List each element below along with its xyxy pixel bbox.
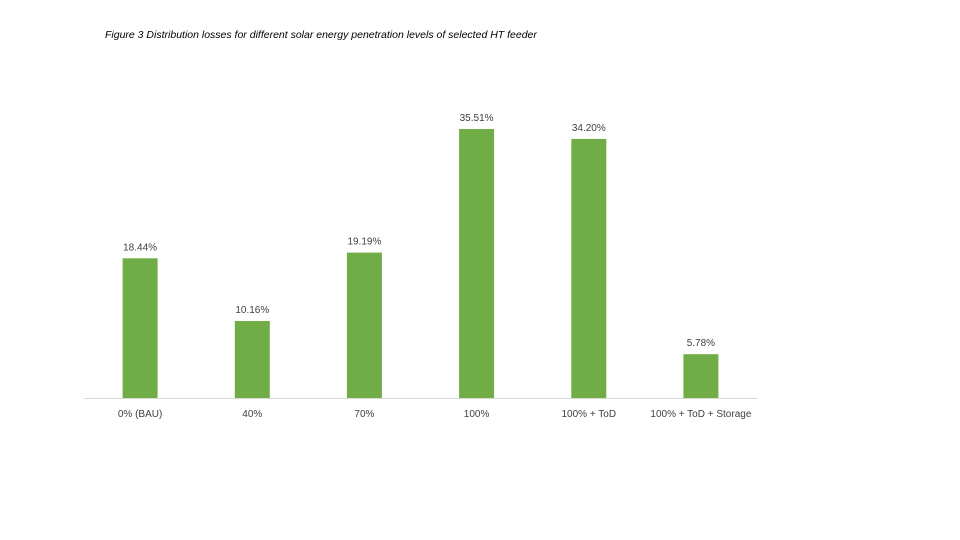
tick-labels-group: 0% (BAU) 40% 70% 100% 100% + ToD 100% + ToD +… xyxy=(118,409,752,420)
x-tick-label-2: 40% xyxy=(242,409,262,420)
data-label-3: 19.19% xyxy=(347,237,381,248)
bar-1 xyxy=(122,258,158,398)
data-label-1: 18.44% xyxy=(123,242,157,253)
figure-caption: Figure 3 Distribution losses for differe… xyxy=(105,29,537,41)
x-tick-label-3: 70% xyxy=(354,409,374,420)
data-label-5: 34.20% xyxy=(572,123,606,134)
x-tick-label-4: 100% xyxy=(464,409,490,420)
data-label-6: 5.78% xyxy=(687,338,715,349)
bar-3 xyxy=(346,252,382,398)
bar-2 xyxy=(234,321,270,398)
x-tick-label-5: 100% + ToD xyxy=(562,409,617,420)
data-labels-group: 18.44% 10.16% 19.19% 35.51% 34.20% 5.78% xyxy=(123,113,715,349)
x-tick-label-6: 100% + ToD + Storage xyxy=(650,409,751,420)
bar-5 xyxy=(571,138,607,398)
x-tick-label-1: 0% (BAU) xyxy=(118,409,162,420)
data-label-4: 35.51% xyxy=(460,113,494,124)
bars-group xyxy=(122,129,719,398)
data-label-2: 10.16% xyxy=(235,305,269,316)
bar-4 xyxy=(459,129,495,398)
bar-6 xyxy=(683,354,719,398)
